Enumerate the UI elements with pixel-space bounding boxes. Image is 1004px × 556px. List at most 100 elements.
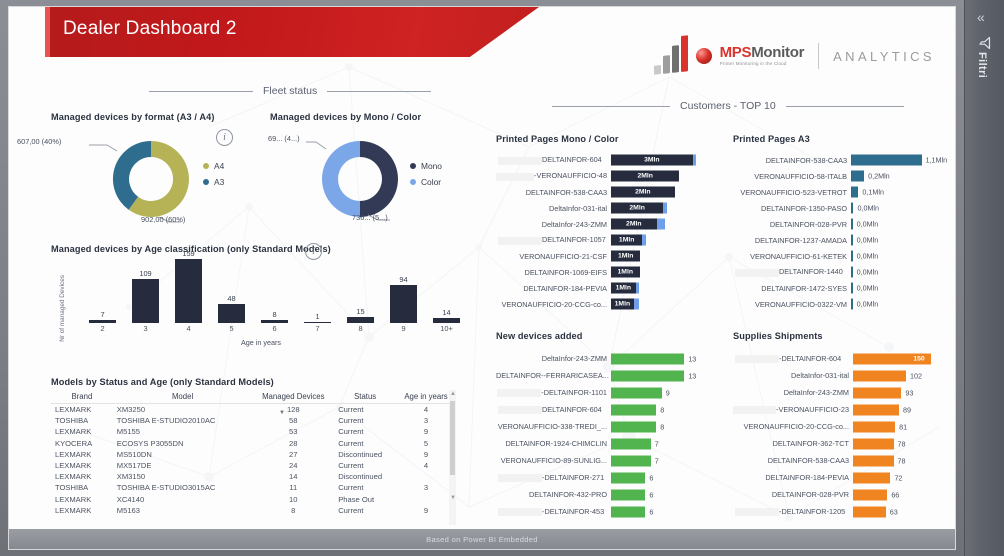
bar-row[interactable]: DELTAINFOR-028-PVR 66 [733,486,951,503]
bar-segment[interactable] [853,455,894,466]
bar-row[interactable]: DELTAINFOR--FERRARICASEA... 13 [496,367,708,384]
bar-segment-color[interactable] [656,218,666,230]
bar-segment-mono[interactable] [611,282,636,294]
bar-segment[interactable] [853,421,896,432]
bar-row[interactable]: DeltaInfor-243-ZMM 2Mln [496,216,708,232]
bar-segment[interactable] [851,266,853,278]
bar-segment[interactable] [851,218,853,230]
bar-row[interactable]: DeltaInfor-243-ZMM 93 [733,384,951,401]
column-chart-age[interactable]: Nr of managed Devices 7 109 159 48 8 1 1… [59,249,481,347]
table-row[interactable]: LEXMARK M5155 53 Current 9 [51,426,456,437]
table-row[interactable]: LEXMARK XM3250 128 Current 4 [51,404,456,416]
bar-segment-mono[interactable] [611,154,693,166]
bar-row[interactable]: DELTAINFOR-1205- 63 [733,503,951,520]
visual-new-devices-added[interactable]: New devices added [496,331,711,341]
bar-row[interactable]: VERONAUFFICIO-20-CCG-co... 1Mln [496,296,708,312]
bar-row[interactable]: VERONAUFFICIO-338-TREDI_... 8 [496,418,708,435]
bar-segment-mono[interactable] [611,218,657,230]
bar-age-8[interactable] [347,317,374,323]
table-models[interactable]: Brand Model Managed Devices Status Age i… [51,390,456,525]
bar-row[interactable]: VERONAUFFICIO-48- 2Mln [496,168,708,184]
bar-segment-color[interactable] [642,234,647,246]
bar-segment[interactable] [853,472,891,483]
bar-row[interactable]: DELTAINFOR-271- 6 [496,469,708,486]
scroll-up-icon[interactable]: ▲ [450,391,456,397]
bar-age-3[interactable] [132,279,159,323]
table-row[interactable]: LEXMARK MS510DN 27 Discontinued 9 [51,449,456,460]
bar-row[interactable]: DeltaInfor-243-ZMM 13 [496,350,708,367]
bar-row[interactable]: DELTAINFOR-453- 6 [496,503,708,520]
bar-segment[interactable] [611,421,657,432]
legend-item-mono[interactable]: Mono [410,161,442,171]
bar-row[interactable]: VERONAUFFICIO-0322-VM 0,0Mln [733,296,951,312]
table-row[interactable]: KYOCERA ECOSYS P3055DN 28 Current 5 [51,438,456,449]
bar-segment[interactable] [853,370,907,381]
bar-segment-color[interactable] [633,298,640,310]
bar-segment-mono[interactable] [611,298,634,310]
bar-segment[interactable] [611,370,685,381]
bar-segment[interactable] [853,387,902,398]
bar-row[interactable]: DELTAINFOR-1440 0,0Mln [733,264,951,280]
visual-printed-pages-a3[interactable]: Printed Pages A3 [733,134,953,144]
table-row[interactable]: LEXMARK XM3150 14 Discontinued [51,471,456,482]
table-row[interactable]: LEXMARK M5163 8 Current 9 [51,505,456,516]
table-scrollbar[interactable]: ▲ ▼ [449,390,456,525]
bar-row[interactable]: DELTAINFOR-028-PVR 0,0Mln [733,216,951,232]
bar-row[interactable]: DELTAINFOR-538-CAA3 2Mln [496,184,708,200]
collapse-chevron-icon[interactable]: « [977,9,985,25]
bar-row[interactable]: DELTAINFOR-604 8 [496,401,708,418]
bar-segment[interactable] [611,489,646,500]
bar-segment[interactable] [851,234,853,246]
bar-row[interactable]: VERONAUFFICIO-61-KETEK 0,0Mln [733,248,951,264]
bar-chart-supplies-shipments[interactable]: DELTAINFOR-604- 150 DeltaInfor-031-ital 102… [733,350,951,520]
bar-row[interactable]: DELTAINFOR-1101- 9 [496,384,708,401]
bar-row[interactable]: DELTAINFOR-432-PRO 6 [496,486,708,503]
bar-row[interactable]: DELTAINFOR-538-CAA3 1,1Mln [733,152,951,168]
bar-segment-mono[interactable] [611,234,643,246]
table-row[interactable]: TOSHIBA TOSHIBA E-STUDIO3015AC 11 Current 3 [51,482,456,493]
bar-row[interactable]: DELTAINFOR-538-CAA3 78 [733,452,951,469]
scrollbar-thumb[interactable] [450,401,455,475]
bar-age-5[interactable] [218,304,245,323]
bar-row[interactable]: DELTAINFOR-604 3Mln [496,152,708,168]
bar-segment[interactable] [851,186,859,198]
bar-segment[interactable] [611,438,651,449]
info-icon-format[interactable]: i [216,129,233,146]
bar-chart-printed-pages-mono-color[interactable]: DELTAINFOR-604 3Mln VERONAUFFICIO-48- 2Mln D… [496,152,708,312]
legend-item-color[interactable]: Color [410,177,442,187]
col-header-managed-devices[interactable]: Managed Devices [252,390,335,404]
bar-segment[interactable] [611,353,685,364]
filter-funnel-icon[interactable] [978,36,992,55]
bar-segment[interactable] [611,506,646,517]
bar-row[interactable]: DELTAINFOR-1057 1Mln [496,232,708,248]
visual-age-classification[interactable]: Managed devices by Age classification (o… [51,244,481,254]
bar-segment[interactable] [611,455,651,466]
bar-segment[interactable] [851,170,865,182]
info-icon-age[interactable]: i [305,243,322,260]
filter-rail[interactable]: « Filtri [964,0,1004,556]
bar-segment[interactable] [853,489,888,500]
bar-segment[interactable] [853,506,886,517]
bar-row[interactable]: DELTAINFOR-1350-PASO 0,0Mln [733,200,951,216]
bar-row[interactable]: DELTAINFOR-184-PEVIA 72 [733,469,951,486]
bar-row[interactable]: DeltaInfor-031-ital 2Mln [496,200,708,216]
table-row[interactable]: TOSHIBA TOSHIBA E-STUDIO2010AC 58 Current 3 [51,415,456,426]
bar-row[interactable]: DELTAINFOR-1237-AMADA 0,0Mln [733,232,951,248]
legend-item-a3[interactable]: A3 [203,177,224,187]
bar-row[interactable]: DELTAINFOR-1924-CHIMCLIN 7 [496,435,708,452]
bar-segment[interactable] [851,154,922,166]
bar-segment-mono[interactable] [611,170,680,182]
bar-segment[interactable] [851,282,853,294]
visual-managed-devices-by-format[interactable]: Managed devices by format (A3 / A4) [51,112,251,122]
bar-segment-mono[interactable] [611,266,640,278]
bar-segment[interactable] [611,387,662,398]
col-header-age[interactable]: Age in years [396,390,456,404]
bar-segment[interactable] [853,438,894,449]
col-header-model[interactable]: Model [112,390,253,404]
bar-row[interactable]: VERONAUFFICIO-523-VETROT 0,1Mln [733,184,951,200]
bar-segment-mono[interactable] [611,202,664,214]
visual-supplies-shipments[interactable]: Supplies Shipments [733,331,953,341]
filter-rail-label[interactable]: Filtri [976,52,988,79]
bar-age-7[interactable] [304,322,331,323]
bar-segment-color[interactable] [692,154,697,166]
